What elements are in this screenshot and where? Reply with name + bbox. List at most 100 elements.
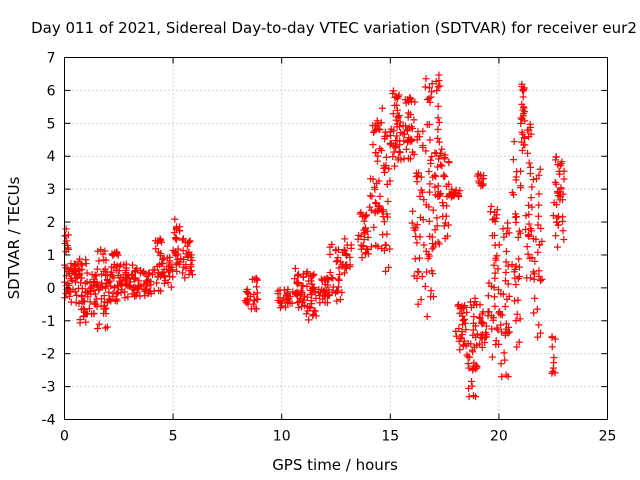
data-point xyxy=(250,296,258,304)
data-point xyxy=(115,267,123,275)
data-point xyxy=(84,293,92,301)
data-point xyxy=(340,246,348,254)
data-point xyxy=(435,77,443,85)
data-point xyxy=(515,338,523,346)
data-point xyxy=(478,319,486,327)
data-point xyxy=(360,236,368,244)
x-axis-title: GPS time / hours xyxy=(272,456,398,474)
data-point xyxy=(488,232,496,240)
data-point xyxy=(548,369,556,377)
data-point xyxy=(425,94,433,102)
data-points xyxy=(61,71,568,401)
data-point xyxy=(373,121,381,129)
data-point xyxy=(373,179,381,187)
data-point xyxy=(391,101,399,109)
data-point xyxy=(520,85,528,93)
data-point xyxy=(528,183,536,191)
data-point xyxy=(100,267,108,275)
data-point xyxy=(394,113,402,121)
data-point xyxy=(62,264,70,272)
data-point xyxy=(305,277,313,285)
data-point xyxy=(405,136,413,144)
data-point xyxy=(67,275,75,283)
data-point xyxy=(520,103,528,111)
data-point xyxy=(413,178,421,186)
data-point xyxy=(420,241,428,249)
data-point xyxy=(517,184,525,192)
data-point xyxy=(382,267,390,275)
data-point xyxy=(515,227,523,235)
data-point xyxy=(425,167,433,175)
data-point xyxy=(517,119,525,127)
data-point xyxy=(307,272,315,280)
data-point xyxy=(517,167,525,175)
data-point xyxy=(557,184,565,192)
data-point xyxy=(455,301,463,309)
data-point xyxy=(328,240,336,248)
data-point xyxy=(532,235,540,243)
data-point xyxy=(294,280,302,288)
data-point xyxy=(329,274,337,282)
data-point xyxy=(358,254,366,262)
data-point xyxy=(432,172,440,180)
data-point xyxy=(560,175,568,183)
data-point xyxy=(502,247,510,255)
data-point xyxy=(302,269,310,277)
plot-frame xyxy=(64,57,608,420)
data-point xyxy=(535,190,543,198)
data-point xyxy=(515,273,523,281)
data-point xyxy=(441,234,449,242)
data-point xyxy=(478,320,486,328)
data-point xyxy=(387,140,395,148)
data-point xyxy=(372,149,380,157)
data-point xyxy=(303,268,311,276)
data-point xyxy=(341,235,349,243)
data-point xyxy=(389,89,397,97)
data-point xyxy=(82,318,90,326)
data-point xyxy=(412,224,420,232)
data-point xyxy=(249,300,257,308)
data-point xyxy=(128,270,136,278)
data-point xyxy=(441,151,449,159)
data-point xyxy=(360,217,368,225)
data-point xyxy=(129,271,137,279)
data-point xyxy=(504,224,512,232)
data-point xyxy=(440,222,448,230)
data-point xyxy=(493,324,501,332)
data-point xyxy=(117,289,125,297)
y-tick-label: 0 xyxy=(47,281,56,297)
data-point xyxy=(476,301,484,309)
data-point xyxy=(97,246,105,254)
data-point xyxy=(362,249,370,257)
data-point xyxy=(497,360,505,368)
data-point xyxy=(62,225,70,233)
data-point xyxy=(438,145,446,153)
data-point xyxy=(411,255,419,263)
data-point xyxy=(434,182,442,190)
data-point xyxy=(111,297,119,305)
data-point xyxy=(534,212,542,220)
data-point xyxy=(335,264,343,272)
data-point xyxy=(426,188,434,196)
data-point xyxy=(176,223,184,231)
chart-title: Day 011 of 2021, Sidereal Day-to-day VTE… xyxy=(31,19,637,37)
data-point xyxy=(78,298,86,306)
data-point xyxy=(531,294,539,302)
data-point xyxy=(492,337,500,345)
data-point xyxy=(321,298,329,306)
data-point xyxy=(145,269,153,277)
data-point xyxy=(172,252,180,260)
data-point xyxy=(128,290,136,298)
data-point xyxy=(387,131,395,139)
data-point xyxy=(464,360,472,368)
data-point xyxy=(359,242,367,250)
data-point xyxy=(332,289,340,297)
data-point xyxy=(519,110,527,118)
data-point xyxy=(502,258,510,266)
data-point xyxy=(303,282,311,290)
data-point xyxy=(402,122,410,130)
data-point xyxy=(101,324,109,332)
data-point xyxy=(118,281,126,289)
data-point xyxy=(552,153,560,161)
